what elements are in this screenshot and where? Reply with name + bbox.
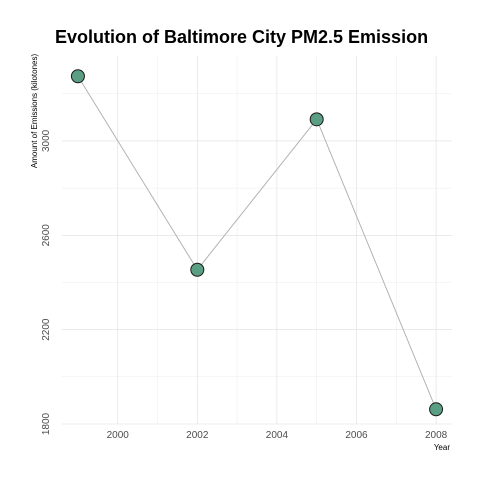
x-tick-labels: 2000 2002 2004 2006 2008 (107, 430, 448, 441)
x-tick-label: 2008 (425, 430, 448, 441)
x-tick-label: 2004 (266, 430, 289, 441)
data-point (70, 69, 85, 84)
x-axis-label: Year (434, 443, 451, 452)
y-tick-label: 2200 (41, 318, 52, 341)
data-point (190, 262, 205, 277)
data-point (429, 402, 444, 417)
x-tick-label: 2002 (186, 430, 209, 441)
y-tick-label: 1800 (41, 412, 52, 435)
y-tick-labels: 1800 2200 2600 3000 (41, 129, 52, 435)
y-tick-label: 2600 (41, 224, 52, 247)
grid-minor-layer (62, 56, 452, 424)
data-point (309, 112, 324, 127)
x-tick-label: 2000 (107, 430, 130, 441)
chart-title: Evolution of Baltimore City PM2.5 Emissi… (55, 27, 428, 47)
series-line (77, 75, 437, 410)
grid-major-layer (62, 56, 452, 425)
x-tick-label: 2006 (345, 430, 368, 441)
y-axis-label: Amount of Emissions (kilotones) (30, 54, 39, 169)
y-tick-label: 3000 (41, 129, 52, 152)
series-layer (70, 69, 444, 417)
